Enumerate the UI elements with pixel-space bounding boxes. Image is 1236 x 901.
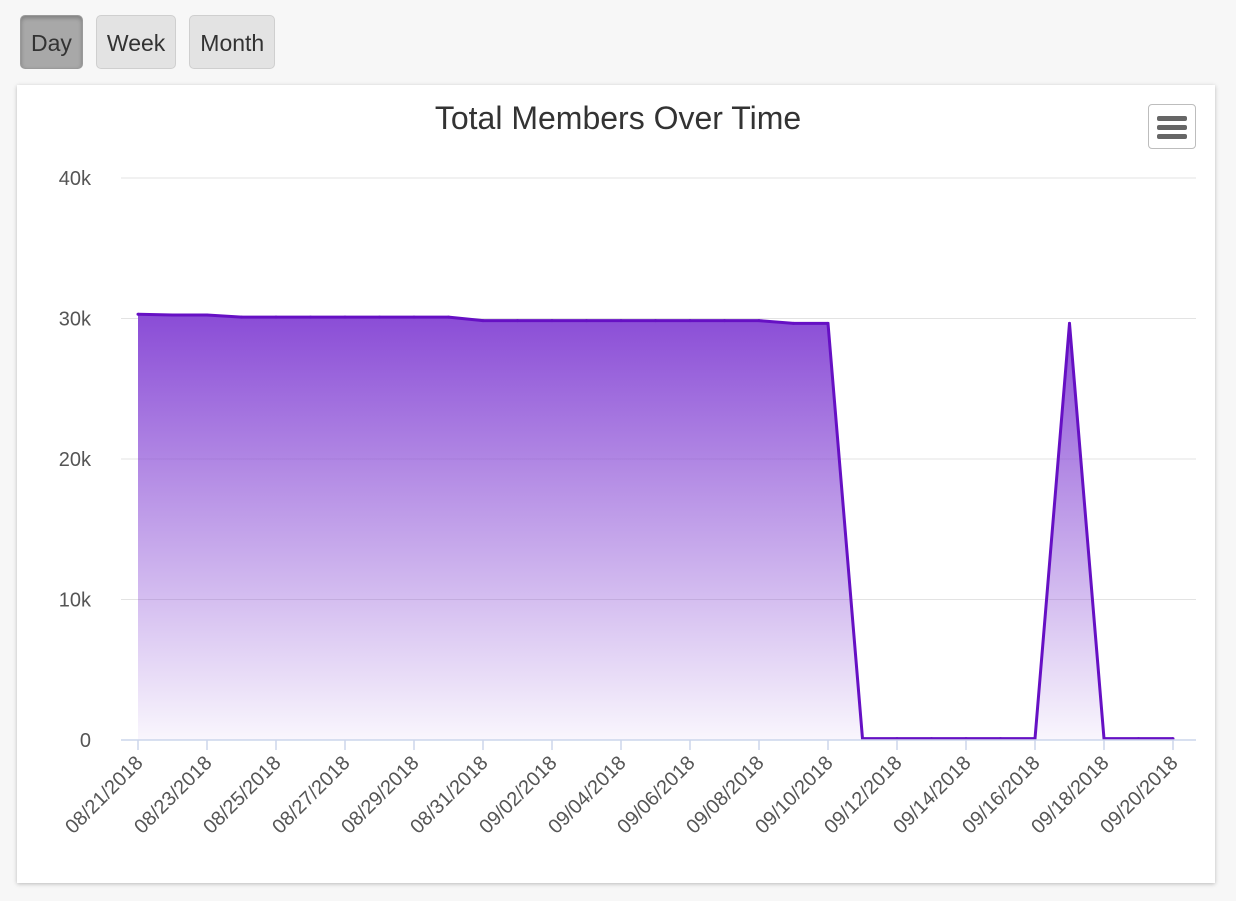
y-tick-label: 0 bbox=[80, 730, 91, 752]
data-point[interactable] bbox=[343, 315, 347, 319]
data-point[interactable] bbox=[792, 321, 795, 325]
data-point[interactable] bbox=[447, 315, 450, 319]
data-point[interactable] bbox=[412, 315, 416, 319]
data-point[interactable] bbox=[274, 315, 278, 319]
data-point[interactable] bbox=[654, 319, 657, 323]
chart-menu-button[interactable] bbox=[1148, 104, 1196, 149]
data-point[interactable] bbox=[171, 313, 174, 317]
series-area-fill bbox=[138, 314, 1173, 740]
month-button[interactable]: Month bbox=[189, 15, 276, 69]
data-point[interactable] bbox=[826, 321, 830, 325]
data-point[interactable] bbox=[516, 319, 519, 323]
y-tick-label: 10k bbox=[59, 590, 92, 612]
chart-title: Total Members Over Time bbox=[434, 100, 802, 136]
data-point[interactable] bbox=[205, 313, 209, 317]
week-button[interactable]: Week bbox=[95, 15, 177, 69]
data-point[interactable] bbox=[481, 319, 485, 323]
data-point[interactable] bbox=[619, 319, 623, 323]
data-point[interactable] bbox=[1068, 321, 1071, 325]
data-point[interactable] bbox=[585, 319, 588, 323]
range-toggle-group: Day Week Month bbox=[20, 15, 276, 69]
data-point[interactable] bbox=[378, 315, 381, 319]
data-point[interactable] bbox=[757, 319, 761, 323]
y-tick-label: 20k bbox=[59, 449, 92, 471]
data-point[interactable] bbox=[136, 312, 140, 316]
y-tick-label: 40k bbox=[59, 168, 92, 190]
data-point[interactable] bbox=[723, 319, 726, 323]
day-button[interactable]: Day bbox=[20, 15, 83, 69]
data-point[interactable] bbox=[688, 319, 692, 323]
data-point[interactable] bbox=[240, 315, 243, 319]
data-point[interactable] bbox=[550, 319, 554, 323]
data-point[interactable] bbox=[309, 315, 312, 319]
y-tick-label: 30k bbox=[59, 309, 92, 331]
